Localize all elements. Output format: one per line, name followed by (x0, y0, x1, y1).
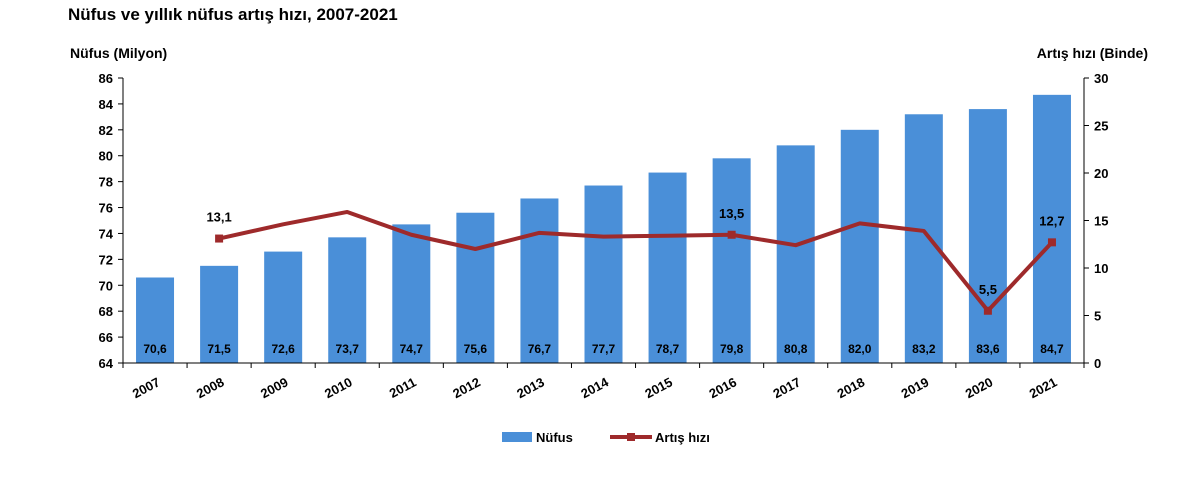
left-axis: 64 66 68 70 72 74 76 78 80 82 84 86 (99, 71, 124, 371)
line-point-marker (1047, 238, 1056, 247)
left-tick-label: 68 (99, 304, 113, 319)
line-value-label: 13,5 (719, 206, 744, 221)
bar-2018 (840, 129, 879, 363)
x-tick-label: 2012 (450, 374, 483, 401)
x-axis: 2007 2008 2009 2010 2011 2012 2013 2014 2015 2016… (122, 362, 1085, 401)
x-tick-label: 2015 (642, 374, 675, 401)
right-axis: 0 5 10 15 20 25 30 (1083, 71, 1108, 371)
bar-value-label: 82,0 (848, 342, 872, 356)
left-tick-label: 86 (99, 71, 113, 86)
x-tick-label: 2013 (514, 374, 547, 401)
x-tick-label: 2009 (258, 374, 291, 401)
x-tick-label: 2020 (963, 374, 996, 401)
legend-swatch-nufus (502, 432, 532, 442)
bar-2016 (712, 158, 751, 363)
bar-2015 (648, 172, 687, 363)
line-point-marker (215, 234, 224, 243)
artis-hizi-line (218, 209, 1054, 313)
right-tick-label: 25 (1094, 119, 1108, 134)
x-tick-label: 2007 (130, 374, 163, 401)
bar-2020 (968, 109, 1007, 363)
line-value-label: 5,5 (979, 282, 997, 297)
bar-value-label: 84,7 (1040, 342, 1064, 356)
bar-value-label: 79,8 (720, 342, 744, 356)
left-axis-title: Nüfus (Milyon) (70, 45, 167, 61)
x-tick-label: 2016 (706, 374, 739, 401)
left-tick-label: 84 (99, 97, 114, 112)
x-tick-label: 2017 (771, 374, 804, 401)
right-tick-label: 5 (1094, 309, 1101, 324)
left-tick-label: 66 (99, 330, 113, 345)
bar-value-label: 72,6 (271, 342, 295, 356)
x-tick-label: 2011 (387, 374, 419, 400)
bar-2010 (328, 237, 367, 363)
legend-label-nufus: Nüfus (536, 430, 573, 445)
bar-value-label: 78,7 (656, 342, 680, 356)
bar-series (136, 94, 1071, 363)
line-value-label: 12,7 (1039, 213, 1064, 228)
left-tick-label: 74 (99, 226, 114, 241)
bar-2013 (520, 198, 559, 363)
bar-value-label: 73,7 (336, 342, 360, 356)
left-tick-label: 64 (99, 356, 114, 371)
line-point-marker (983, 306, 992, 315)
bar-2017 (776, 145, 815, 363)
bar-value-label: 80,8 (784, 342, 808, 356)
bar-2008 (200, 265, 239, 363)
bar-2021 (1032, 94, 1071, 363)
right-tick-label: 20 (1094, 166, 1108, 181)
line-series: 13,1 13,5 5,5 12,7 (206, 206, 1065, 315)
bar-2012 (456, 212, 495, 363)
bar-value-label: 83,6 (976, 342, 1000, 356)
x-tick-label: 2014 (578, 374, 611, 401)
legend: Nüfus Artış hızı (502, 430, 710, 445)
right-tick-label: 10 (1094, 261, 1108, 276)
line-point-marker (727, 230, 736, 239)
right-tick-label: 15 (1094, 214, 1108, 229)
bar-value-label: 71,5 (207, 342, 231, 356)
bar-value-label: 76,7 (528, 342, 552, 356)
right-tick-label: 0 (1094, 356, 1101, 371)
bar-value-label: 83,2 (912, 342, 936, 356)
right-axis-title: Artış hızı (Binde) (1037, 45, 1148, 61)
line-value-label: 13,1 (206, 210, 231, 225)
x-tick-label: 2010 (322, 374, 355, 401)
x-tick-label: 2018 (835, 374, 868, 401)
right-tick-label: 30 (1094, 71, 1108, 86)
bar-2007 (136, 277, 175, 363)
left-tick-label: 76 (99, 201, 113, 216)
left-tick-label: 72 (99, 252, 113, 267)
left-tick-label: 80 (99, 149, 113, 164)
bar-2009 (264, 251, 303, 363)
bar-2019 (904, 114, 943, 363)
x-tick-label: 2008 (194, 374, 227, 401)
bar-2011 (392, 224, 431, 363)
legend-swatch-marker (627, 433, 635, 441)
left-tick-label: 82 (99, 123, 113, 138)
chart-title: Nüfus ve yıllık nüfus artış hızı, 2007-2… (68, 5, 398, 24)
bar-value-label: 70,6 (143, 342, 167, 356)
bar-value-label: 75,6 (464, 342, 488, 356)
x-tick-label: 2021 (1027, 374, 1060, 401)
x-tick-label: 2019 (899, 374, 932, 401)
bar-value-label: 74,7 (400, 342, 424, 356)
left-tick-label: 78 (99, 175, 113, 190)
left-tick-label: 70 (99, 278, 113, 293)
bar-2014 (584, 185, 623, 363)
bar-value-label: 77,7 (592, 342, 616, 356)
legend-label-artis: Artış hızı (655, 430, 710, 445)
bar-value-labels: 70,6 71,5 72,6 73,7 74,7 75,6 76,7 77,7 78,7 79,8… (143, 342, 1064, 356)
